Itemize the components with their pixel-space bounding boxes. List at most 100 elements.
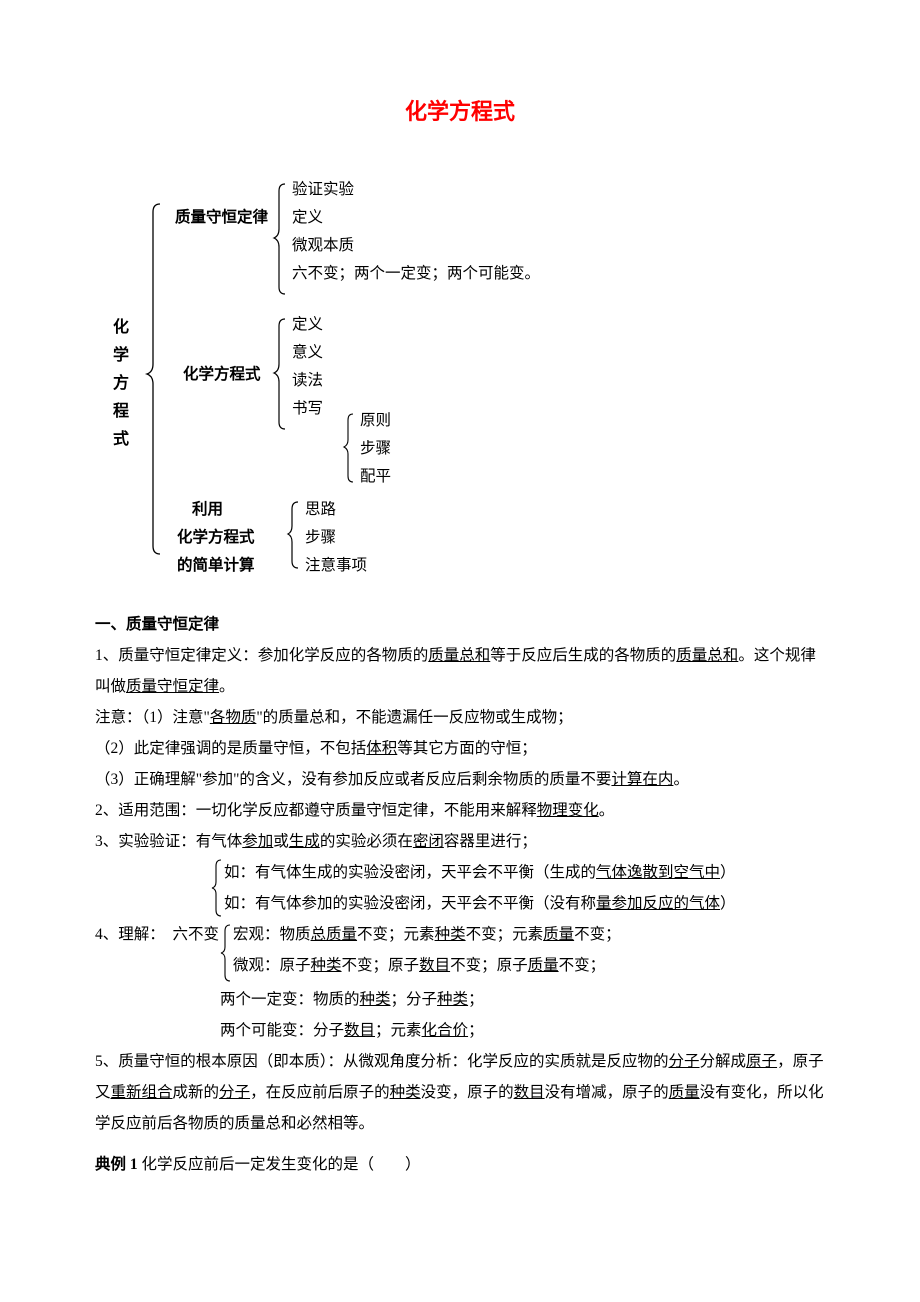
paragraph: 5、质量守恒的根本原因（即本质）：从微观角度分析：化学反应的实质就是反应物的分子… xyxy=(95,1046,825,1139)
underlined-text: 质量 xyxy=(528,957,559,974)
text: ； xyxy=(468,1022,484,1039)
paragraph: 两个可能变：分子数目；元素化合价； xyxy=(95,1015,825,1046)
branch-leaf: 意义 xyxy=(292,337,323,368)
text: 不变；原子 xyxy=(450,957,528,974)
text: 3、实验验证：有气体 xyxy=(95,833,242,850)
page-title: 化学方程式 xyxy=(95,90,825,134)
paragraph: （2）此定律强调的是质量守恒，不包括体积等其它方面的守恒； xyxy=(95,733,825,764)
underlined-text: 生成 xyxy=(289,833,320,850)
branch-leaf: 书写 xyxy=(292,393,323,424)
paragraph: 1、质量守恒定律定义：参加化学反应的各物质的质量总和等于反应后生成的各物质的质量… xyxy=(95,640,825,702)
underlined-text: 质量总和 xyxy=(428,647,490,664)
text: 质量守恒定律 xyxy=(126,678,219,695)
bracket-lines: 如：有气体生成的实验没密闭，天平会不平衡（生成的气体逸散到空气中） 如：有气体参… xyxy=(224,857,825,919)
text: "的质量总和，不能遗漏任一反应物或生成物； xyxy=(256,709,572,726)
root-char: 化 xyxy=(113,314,129,342)
text: 两个一定变：物质的 xyxy=(220,991,360,1008)
text: 微观：原子 xyxy=(233,957,311,974)
branch-leaf: 原则 xyxy=(360,405,391,436)
branch-label-line: 化学方程式 xyxy=(177,522,255,553)
example: 典例 1 化学反应前后一定发生变化的是（ ） xyxy=(95,1149,825,1180)
text: 成新的 xyxy=(173,1084,220,1101)
underlined-text: 质量 xyxy=(543,926,574,943)
text: 1、质量守恒定律定义：参加化学反应的各物质的 xyxy=(95,647,428,664)
underlined-text: 分子 xyxy=(219,1084,250,1101)
text: （3）正确理解"参加"的含义，没有参加反应或者反应后剩余物质的质量不要 xyxy=(95,771,611,788)
paragraph: 4、理解： 六不变 宏观：物质总质量不变；元素种类不变；元素质量不变； 微观：原… xyxy=(95,919,825,984)
branch-label: 化学方程式 xyxy=(183,359,261,390)
text: 不变；原子 xyxy=(342,957,420,974)
section-heading: 一、质量守恒定律 xyxy=(95,609,825,640)
bracket-line: 如：有气体生成的实验没密闭，天平会不平衡（生成的气体逸散到空气中） xyxy=(224,857,825,888)
underlined-text: 原子 xyxy=(746,1053,777,1070)
text: 。 xyxy=(599,802,615,819)
text: ；元素 xyxy=(375,1022,422,1039)
underlined-text: 质量 xyxy=(669,1084,700,1101)
bracket-line: 微观：原子种类不变；原子数目不变；原子质量不变； xyxy=(233,950,825,981)
paragraph: （3）正确理解"参加"的含义，没有参加反应或者反应后剩余物质的质量不要计算在内。 xyxy=(95,764,825,795)
underlined-text: 数目 xyxy=(514,1084,545,1101)
text: 两个可能变：分子 xyxy=(220,1022,344,1039)
branch-leaf: 读法 xyxy=(292,365,323,396)
paragraph: 注意：（1）注意"各物质"的质量总和，不能遗漏任一反应物或生成物； xyxy=(95,702,825,733)
text: 。 xyxy=(673,771,689,788)
underlined-text: 数目 xyxy=(344,1022,375,1039)
bracket-line: 如：有气体参加的实验没密闭，天平会不平衡（没有称量参加反应的气体） xyxy=(224,888,825,919)
branch-leaf: 六不变；两个一定变；两个可能变。 xyxy=(292,258,540,289)
text: 等其它方面的守恒； xyxy=(397,740,537,757)
text: 不变；元素 xyxy=(466,926,544,943)
text: ； xyxy=(468,991,484,1008)
underlined-text: 密闭 xyxy=(413,833,444,850)
root-char: 式 xyxy=(113,426,129,454)
underlined-text: 种类 xyxy=(390,1084,421,1101)
bracket-line: 宏观：物质总质量不变；元素种类不变；元素质量不变； xyxy=(233,919,825,950)
text: 4、理解： 六不变 xyxy=(95,919,219,950)
underlined-text: 重新组合 xyxy=(111,1084,173,1101)
text: 如：有气体参加的实验没密闭，天平会不平衡（没有称 xyxy=(224,895,596,912)
document-page: 化学方程式 化 学 方 程 式 质量守恒定律 验证实验 定义 微观本质 六不变；… xyxy=(0,0,920,1220)
text: 的实验必须在 xyxy=(320,833,413,850)
branch-leaf: 定义 xyxy=(292,202,323,233)
branch-leaf: 步骤 xyxy=(305,522,336,553)
underlined-text: 种类 xyxy=(437,991,468,1008)
text: 2、适用范围：一切化学反应都遵守质量守恒定律，不能用来解释 xyxy=(95,802,537,819)
root-char: 程 xyxy=(113,398,129,426)
paragraph: 两个一定变：物质的种类；分子种类； xyxy=(95,984,825,1015)
underlined-text: 质量总和 xyxy=(676,647,738,664)
text: 没变，原子的 xyxy=(421,1084,514,1101)
underlined-text: 分子 xyxy=(669,1053,700,1070)
underlined-text: 物理变化 xyxy=(537,802,599,819)
bracket-block: 如：有气体生成的实验没密闭，天平会不平衡（生成的气体逸散到空气中） 如：有气体参… xyxy=(95,857,825,919)
text: 5、质量守恒的根本原因（即本质）：从微观角度分析：化学反应的实质就是反应物的 xyxy=(95,1053,669,1070)
underlined-text: 化合价 xyxy=(422,1022,469,1039)
paragraph: 2、适用范围：一切化学反应都遵守质量守恒定律，不能用来解释物理变化。 xyxy=(95,795,825,826)
branch-label: 质量守恒定律 xyxy=(175,202,268,233)
underlined-text: 体积 xyxy=(366,740,397,757)
underlined-text: 气体逸散到空气中 xyxy=(596,864,720,881)
underlined-text: 总质量 xyxy=(311,926,358,943)
text: 不变； xyxy=(574,926,621,943)
branch-leaf: 验证实验 xyxy=(292,174,354,205)
text: 容器里进行； xyxy=(444,833,537,850)
branch-label-line: 利用 xyxy=(192,494,223,525)
branch-leaf: 微观本质 xyxy=(292,230,354,261)
branch-label-line: 的简单计算 xyxy=(177,550,255,581)
underlined-text: 量参加反应的气体 xyxy=(596,895,720,912)
underlined-text: 种类 xyxy=(360,991,391,1008)
text: （2）此定律强调的是质量守恒，不包括 xyxy=(95,740,366,757)
underlined-text: 参加 xyxy=(242,833,273,850)
concept-tree: 化 学 方 程 式 质量守恒定律 验证实验 定义 微观本质 六不变；两个一定变；… xyxy=(95,174,825,584)
text: ；分子 xyxy=(391,991,438,1008)
underlined-text: 数目 xyxy=(419,957,450,974)
text: 没有增减，原子的 xyxy=(545,1084,669,1101)
text: 不变； xyxy=(559,957,606,974)
branch-leaf: 定义 xyxy=(292,309,323,340)
tree-root-label: 化 学 方 程 式 xyxy=(113,314,129,454)
text: ，在反应前后原子的 xyxy=(250,1084,390,1101)
text: 如：有气体生成的实验没密闭，天平会不平衡（生成的 xyxy=(224,864,596,881)
branch-leaf: 步骤 xyxy=(360,433,391,464)
root-char: 学 xyxy=(113,342,129,370)
curly-bracket-icon xyxy=(219,922,233,984)
branch-leaf: 配平 xyxy=(360,461,391,492)
bracket-lines: 宏观：物质总质量不变；元素种类不变；元素质量不变； 微观：原子种类不变；原子数目… xyxy=(233,919,825,981)
